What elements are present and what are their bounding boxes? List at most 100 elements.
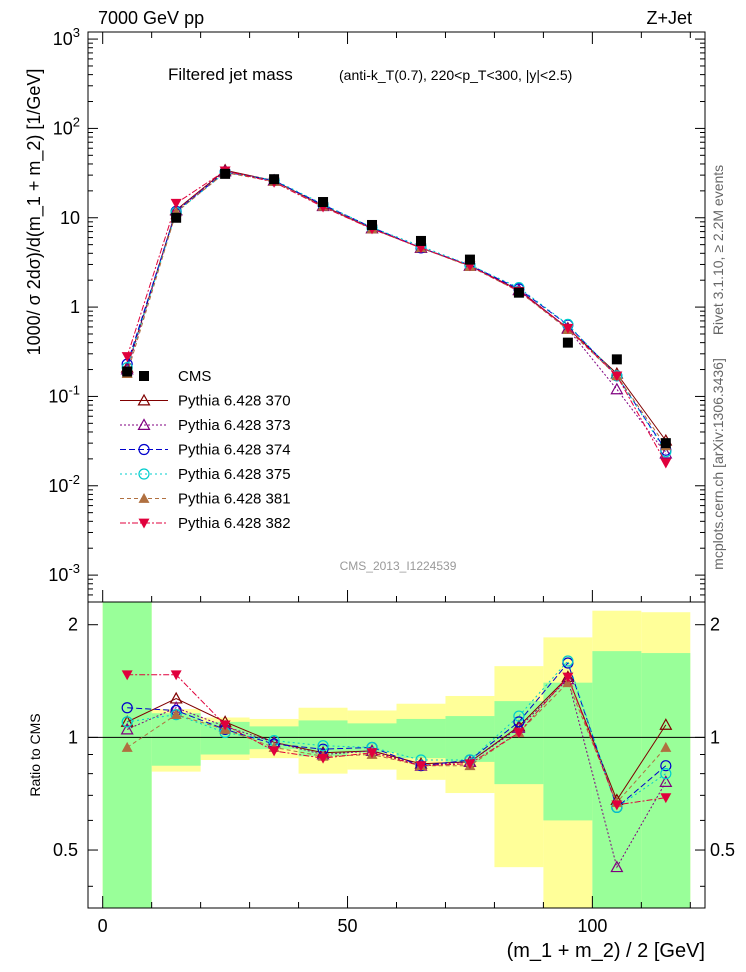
series-point: [610, 382, 624, 395]
ratio-y-axis-label: Ratio to CMS: [27, 713, 43, 796]
ratio-band-green: [641, 653, 691, 908]
ratio-tick-label-right: 0.5: [710, 840, 735, 860]
legend-label: Pythia 6.428 382: [178, 515, 291, 532]
series-point: [660, 458, 672, 469]
series-line-6: [126, 170, 667, 464]
data-point: [513, 287, 524, 298]
data-point: [367, 219, 378, 230]
ratio-line-5: [126, 681, 667, 804]
ratio-point: [562, 655, 574, 667]
legend-marker: [137, 393, 151, 406]
y-axis-label: 1000/ σ 2dσ)/d(m_1 + m_2) [1/GeV]: [24, 69, 45, 356]
ratio-point: [121, 741, 133, 752]
data-point: [562, 337, 573, 348]
ratio-band-green: [543, 682, 593, 821]
legend-label: Pythia 6.428 374: [178, 442, 291, 459]
ratio-point: [415, 761, 427, 772]
legend-label: Pythia 6.428 373: [178, 417, 291, 434]
ratio-point: [660, 793, 672, 804]
ratio-point: [317, 753, 329, 764]
ratio-point: [513, 728, 525, 739]
data-point: [611, 354, 622, 365]
ratio-point: [121, 670, 133, 681]
ratio-tick-label: 2: [68, 615, 78, 635]
legend-marker: [138, 468, 150, 480]
ratio-point: [121, 716, 133, 728]
ratio-point: [464, 759, 476, 770]
data-point: [269, 174, 280, 185]
ratio-line-1: [126, 676, 667, 802]
legend-label: CMS: [178, 368, 211, 385]
ratio-band-green: [592, 651, 642, 908]
ratio-tick-label-right: 2: [710, 615, 720, 635]
ratio-band-green: [102, 602, 152, 908]
mcplots-label: mcplots.cern.ch [arXiv:1306.3436]: [710, 358, 726, 570]
header-left: 7000 GeV pp: [98, 8, 204, 28]
ratio-line-2: [126, 678, 667, 869]
ratio-point: [317, 740, 329, 752]
series-line-4: [126, 172, 667, 453]
ratio-point: [660, 768, 672, 780]
ratio-point: [170, 709, 182, 720]
series-point: [121, 352, 133, 362]
header-right: Z+Jet: [646, 8, 692, 28]
legend-marker: [138, 518, 150, 529]
ratio-point: [268, 746, 280, 757]
ratio-point: [659, 718, 673, 730]
ratio-point: [121, 702, 133, 714]
data-point: [318, 197, 329, 208]
x-tick-label: 100: [577, 916, 607, 936]
ratio-point: [219, 720, 231, 731]
ratio-point: [562, 672, 574, 683]
x-axis-label: (m_1 + m_2) / 2 [GeV]: [507, 940, 705, 962]
y-tick-label: 1: [70, 297, 80, 317]
legend-label: Pythia 6.428 375: [178, 466, 291, 483]
ratio-tick-label-right: 1: [710, 727, 720, 747]
ratio-band-green: [347, 723, 397, 753]
x-tick-label: 0: [98, 916, 108, 936]
ratio-point: [513, 710, 525, 722]
y-tick-label: 10: [60, 208, 80, 228]
data-point: [464, 254, 475, 265]
ratio-point: [170, 670, 182, 681]
legend-marker: [138, 443, 150, 456]
series-point: [562, 323, 574, 334]
data-point: [171, 212, 182, 223]
ratio-band-green: [151, 713, 201, 766]
ratio-tick-label: 1: [68, 727, 78, 747]
ratio-point: [120, 722, 134, 735]
series-point: [170, 198, 182, 209]
series-point: [659, 446, 673, 459]
y-tick-label: 10-3: [48, 561, 80, 585]
data-point: [415, 235, 426, 246]
y-tick-label: 10-2: [48, 472, 80, 496]
x-tick-label: 50: [338, 916, 358, 936]
ratio-point: [366, 748, 378, 759]
legend-marker: [138, 493, 150, 503]
ratio-band-green: [396, 718, 446, 759]
ratio-line-3: [127, 662, 667, 809]
ratio-point: [513, 716, 525, 728]
data-point: [660, 438, 671, 449]
legend-marker: [139, 371, 149, 381]
y-tick-label: 103: [53, 25, 80, 49]
ratio-point: [660, 760, 672, 772]
series-point: [415, 243, 427, 254]
ratio-point: [659, 775, 673, 787]
legend-marker: [137, 418, 151, 430]
series-line-2: [126, 170, 667, 454]
ratio-point: [610, 860, 624, 873]
data-point: [122, 366, 133, 377]
data-point: [220, 168, 231, 179]
series-point: [611, 371, 623, 382]
plot-title: Filtered jet mass: [168, 65, 293, 84]
ratio-point: [611, 800, 623, 811]
analysis-watermark: CMS_2013_I1224539: [340, 559, 457, 573]
legend-label: Pythia 6.428 370: [178, 393, 291, 410]
ratio-tick-label: 0.5: [53, 840, 78, 860]
ratio-point: [660, 741, 672, 752]
plot-subtitle: (anti-k_T(0.7), 220<p_T<300, |y|<2.5): [339, 67, 572, 83]
rivet-label: Rivet 3.1.10, ≥ 2.2M events: [710, 165, 726, 335]
y-tick-label: 10-1: [48, 382, 80, 406]
